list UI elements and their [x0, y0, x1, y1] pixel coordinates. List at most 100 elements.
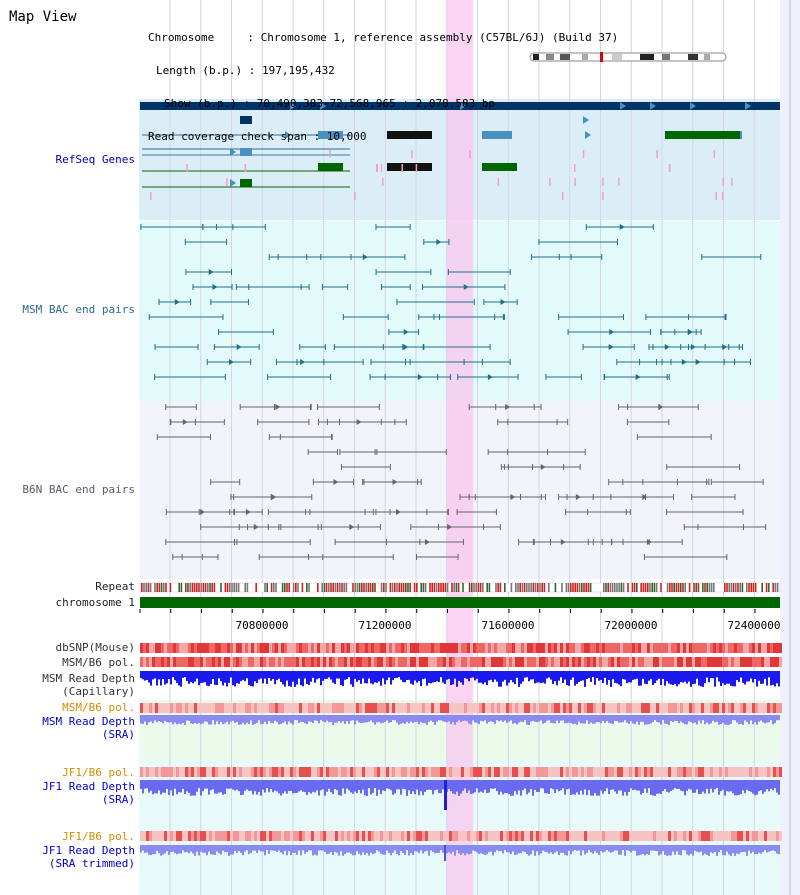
- polymorphism-cell: [596, 657, 599, 667]
- polymorphism-cell: [584, 831, 587, 841]
- jf1-b6-pol-label[interactable]: JF1/B6 pol.: [62, 766, 135, 779]
- depth-bar: [158, 715, 160, 722]
- polymorphism-cell: [452, 643, 455, 653]
- polymorphism-cell: [503, 643, 506, 653]
- depth-bar: [586, 715, 588, 721]
- polymorphism-cell: [167, 767, 170, 777]
- polymorphism-cell: [704, 657, 707, 667]
- read-depth-tracks[interactable]: [140, 671, 780, 861]
- depth-bar: [448, 671, 450, 679]
- polymorphism-cell: [479, 703, 482, 713]
- polymorphism-cell: [413, 703, 416, 713]
- depth-bar: [240, 715, 242, 725]
- polymorphism-cell: [590, 643, 593, 653]
- depth-bar: [512, 715, 514, 724]
- msm-bac-end-pairs-track[interactable]: [140, 224, 762, 380]
- depth-bar: [468, 671, 470, 682]
- polymorphism-cell: [359, 643, 362, 653]
- depth-bar: [166, 671, 168, 684]
- depth-bar: [758, 715, 760, 722]
- depth-bar: [376, 671, 378, 683]
- polymorphism-cell: [752, 831, 755, 841]
- repeat-track[interactable]: [139, 582, 781, 593]
- polymorphism-cell: [593, 703, 596, 713]
- depth-bar: [368, 780, 370, 789]
- polymorphism-cell: [140, 657, 143, 667]
- polymorphism-cell: [590, 831, 593, 841]
- depth-bar: [140, 845, 142, 853]
- polymorphism-cell: [338, 657, 341, 667]
- repeat-element: [295, 583, 297, 592]
- depth-bar: [252, 780, 254, 795]
- chromosome-bar[interactable]: [140, 597, 780, 608]
- polymorphism-cell: [581, 831, 584, 841]
- depth-bar: [264, 780, 266, 793]
- msm-depth-capillary-label[interactable]: MSM Read Depth: [42, 672, 135, 685]
- dbsnp-label[interactable]: dbSNP(Mouse): [55, 641, 135, 654]
- depth-bar: [486, 780, 488, 794]
- b6n-bac-label[interactable]: B6N BAC end pairs: [22, 483, 135, 496]
- depth-bar: [300, 845, 302, 856]
- depth-bar: [214, 671, 216, 685]
- chromosome-label[interactable]: chromosome 1: [55, 596, 135, 609]
- jf1-b6-pol-label-2[interactable]: JF1/B6 pol.: [62, 830, 135, 843]
- depth-bar: [394, 715, 396, 721]
- depth-bar: [460, 715, 462, 723]
- polymorphism-cell: [776, 831, 779, 841]
- polymorphism-cell: [611, 643, 614, 653]
- polymorphism-cell: [293, 643, 296, 653]
- selection-highlight[interactable]: [447, 0, 473, 895]
- polymorphism-cell: [272, 767, 275, 777]
- repeat-element: [642, 583, 645, 592]
- polymorphism-cell: [173, 657, 176, 667]
- b6n-bac-end-pairs-track[interactable]: [156, 404, 767, 560]
- polymorphism-cell: [443, 831, 446, 841]
- repeat-element: [671, 583, 673, 592]
- msm-b6-pol-label-2[interactable]: MSM/B6 pol.: [62, 701, 135, 714]
- depth-bar: [174, 715, 176, 723]
- polymorphism-cell: [446, 703, 449, 713]
- depth-bar: [704, 715, 706, 725]
- depth-bar: [150, 715, 152, 722]
- gene-feature: [375, 164, 378, 172]
- chromosome-ideogram[interactable]: [529, 52, 727, 62]
- polymorphism-cell: [383, 831, 386, 841]
- polymorphism-cell: [749, 703, 752, 713]
- polymorphism-cell: [257, 657, 260, 667]
- polymorphism-cell: [716, 703, 719, 713]
- polymorphism-cell: [698, 767, 701, 777]
- polymorphism-cell: [662, 703, 665, 713]
- refseq-label[interactable]: RefSeq Genes: [55, 153, 135, 166]
- polymorphism-cell: [329, 767, 332, 777]
- polymorphism-cell: [683, 831, 686, 841]
- jf1-depth-trimmed-label[interactable]: JF1 Read Depth: [42, 844, 135, 857]
- polymorphism-cell: [758, 657, 761, 667]
- depth-bar: [318, 780, 320, 796]
- jf1-depth-sra-label[interactable]: JF1 Read Depth: [42, 780, 135, 793]
- polymorphism-cell: [191, 643, 194, 653]
- polymorphism-cell: [215, 643, 218, 653]
- polymorphism-cell: [737, 703, 740, 713]
- polymorphism-cell: [143, 703, 146, 713]
- depth-bar: [380, 845, 382, 854]
- msm-bac-label[interactable]: MSM BAC end pairs: [22, 303, 135, 316]
- depth-bar: [764, 780, 766, 792]
- depth-bar: [508, 671, 510, 683]
- gene-feature: [285, 131, 291, 139]
- polymorphism-cell: [491, 767, 494, 777]
- polymorphism-heatmaps[interactable]: [140, 643, 782, 841]
- depth-bar: [182, 715, 184, 724]
- msm-depth-sra-label[interactable]: MSM Read Depth: [42, 715, 135, 728]
- polymorphism-cell: [344, 767, 347, 777]
- repeat-label[interactable]: Repeat: [95, 580, 135, 593]
- polymorphism-cell: [467, 657, 470, 667]
- polymorphism-cell: [728, 657, 731, 667]
- depth-bar: [274, 845, 276, 852]
- msm-b6-pol-label[interactable]: MSM/B6 pol.: [62, 656, 135, 669]
- depth-bar: [252, 671, 254, 687]
- depth-bar: [476, 845, 478, 853]
- depth-bar: [248, 671, 250, 686]
- depth-bar: [458, 845, 460, 854]
- refseq-genes-track[interactable]: [140, 102, 780, 200]
